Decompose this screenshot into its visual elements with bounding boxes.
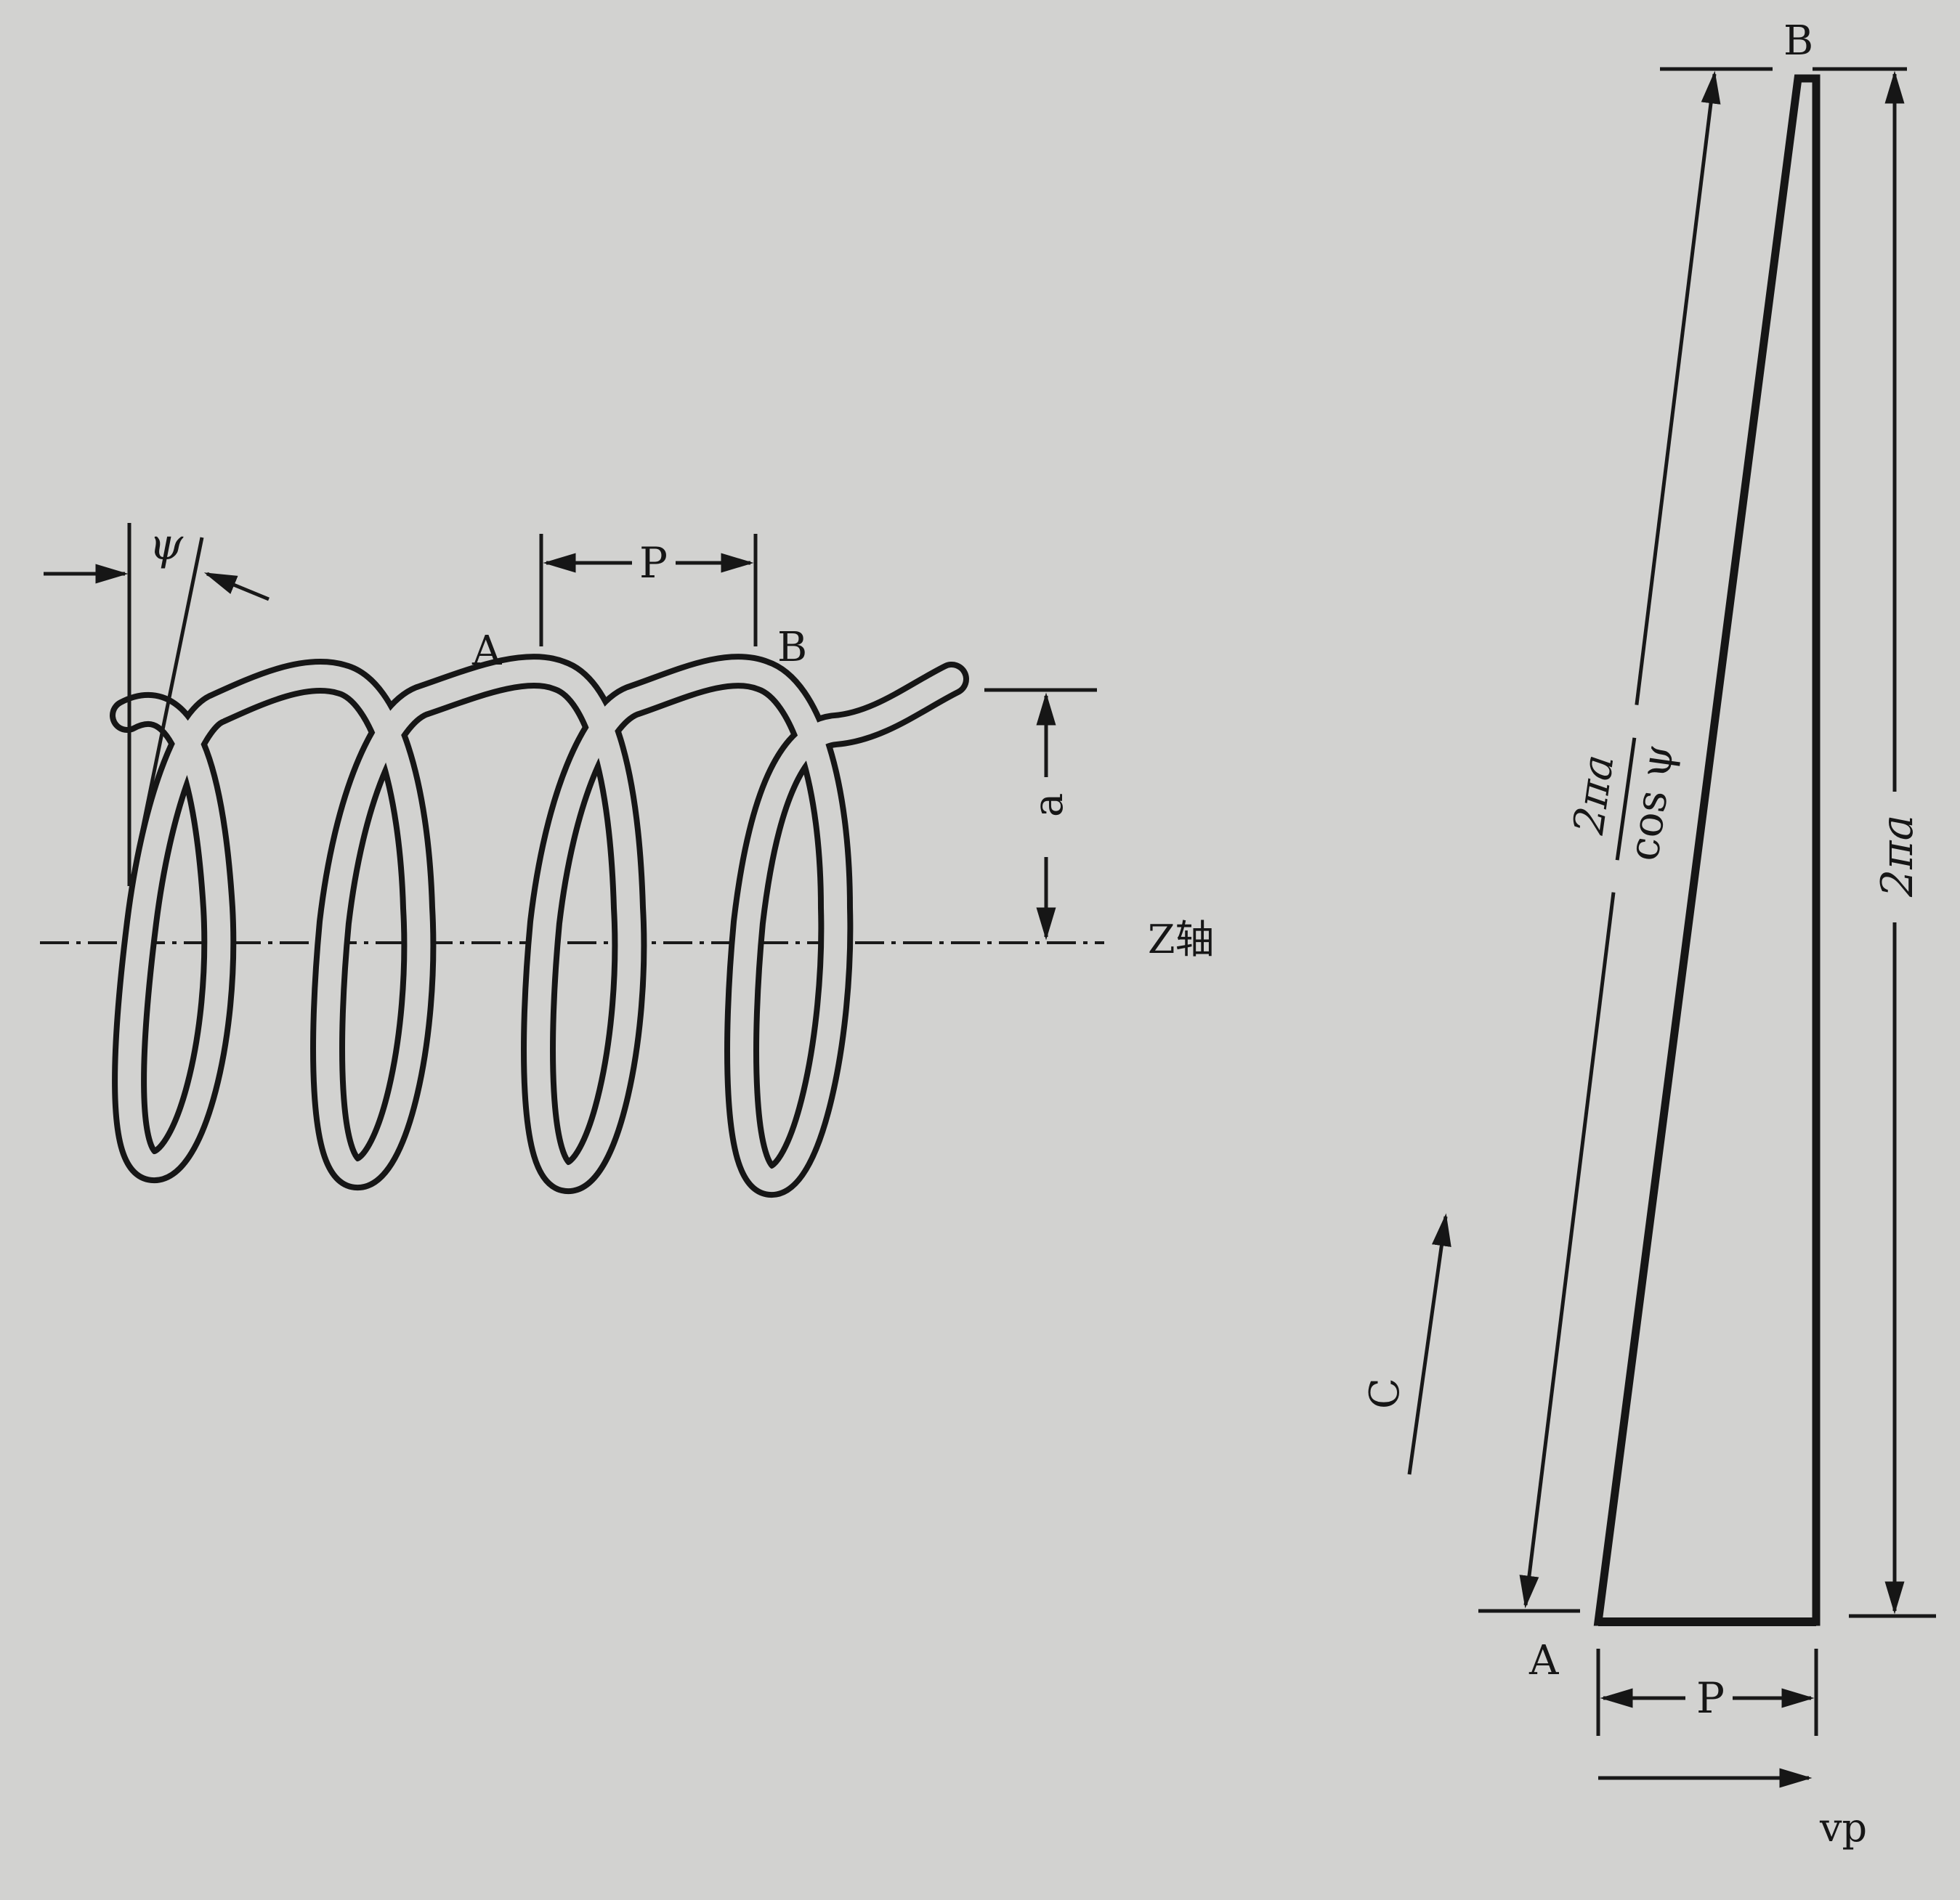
pitch-label: P [639, 538, 668, 588]
pitch-dimension [539, 534, 758, 646]
side-label: 2πa [1872, 815, 1923, 898]
hypotenuse-numerator: 2πa [1563, 752, 1624, 838]
radius-label: a [1025, 793, 1072, 817]
base-label: P [1696, 1673, 1725, 1723]
helix-wire [110, 654, 969, 1198]
psi-angle-marker [44, 523, 270, 887]
triangle-point-b: B [1783, 17, 1813, 65]
helix-point-a: A [471, 628, 502, 675]
radius-dimension [984, 688, 1097, 941]
vp-label: vp [1819, 1805, 1867, 1851]
psi-label: ψ [149, 519, 184, 570]
helix-diagram: Z轴 ψ P A B a [40, 519, 1215, 1198]
c-label: C [1361, 1378, 1409, 1409]
c-arrow [1407, 1213, 1451, 1475]
triangle-point-a: A [1528, 1637, 1559, 1684]
z-axis-label: Z轴 [1148, 917, 1215, 962]
unrolled-triangle: 2πa cos ψ 2πa A B P vp C [1361, 17, 1936, 1851]
helix-point-b: B [777, 624, 807, 671]
